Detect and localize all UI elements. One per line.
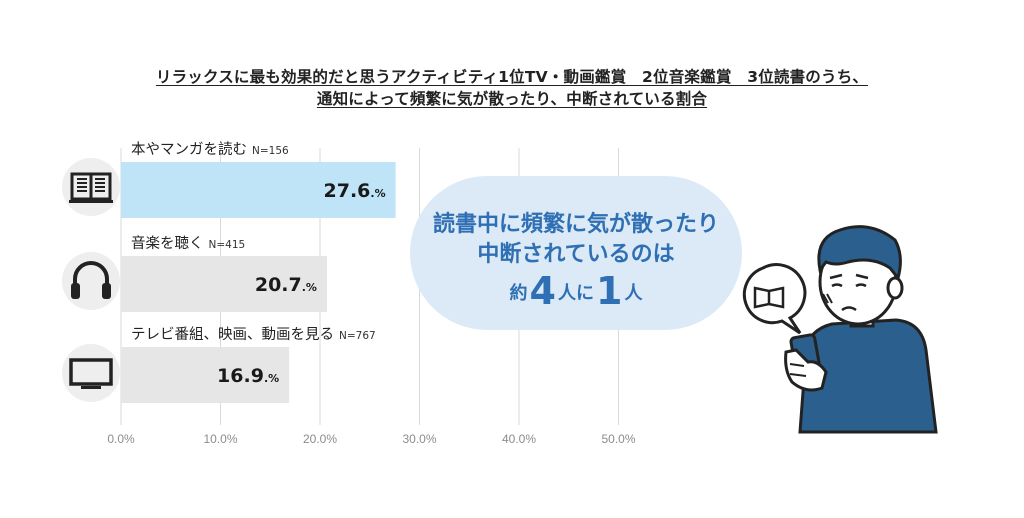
category-label: テレビ番組、映画、動画を見る N=767 bbox=[131, 326, 376, 343]
category-icons bbox=[62, 158, 120, 402]
category-label: 音楽を聴く N=415 bbox=[131, 235, 245, 252]
bars: 本やマンガを読む N=156 27.6.% 音楽を聴く N=415 20.7.% テレビ番組… bbox=[121, 141, 396, 403]
callout-num2: 1 bbox=[596, 269, 623, 313]
x-tick-label: 10.0% bbox=[203, 432, 237, 446]
headphones-icon bbox=[62, 252, 120, 310]
x-tick-label: 20.0% bbox=[303, 432, 337, 446]
value-label: 20.7.% bbox=[255, 274, 317, 296]
x-tick-label: 30.0% bbox=[402, 432, 436, 446]
x-tick-label: 0.0% bbox=[107, 432, 135, 446]
bar bbox=[121, 162, 396, 218]
callout-line-3: 約4 人に1 人 bbox=[410, 269, 742, 313]
callout-line-2: 中断されているのは bbox=[477, 242, 675, 267]
bar bbox=[121, 347, 290, 403]
value-label: 16.9.% bbox=[217, 365, 279, 387]
tv-icon bbox=[62, 344, 120, 402]
person-reading-phone-icon bbox=[742, 225, 938, 434]
callout-mid: 人に bbox=[558, 283, 594, 304]
callout-post: 人 bbox=[624, 283, 643, 304]
book-icon bbox=[62, 158, 120, 216]
title-line-1: リラックスに最も効果的だと思うアクティビティ1位TV・動画鑑賞 2位音楽鑑賞 3… bbox=[155, 68, 869, 86]
x-axis-ticks: 0.0% 10.0% 20.0% 30.0% 40.0% 50.0% bbox=[107, 432, 636, 446]
title-line-2: 通知によって頻繁に気が散ったり、中断されている割合 bbox=[316, 90, 708, 108]
callout-bubble: 読書中に頻繁に気が散ったり 中断されているのは 約4 人に1 人 bbox=[410, 176, 742, 330]
category-label: 本やマンガを読む N=156 bbox=[131, 141, 289, 158]
value-label: 27.6.% bbox=[324, 180, 386, 202]
x-tick-label: 40.0% bbox=[502, 432, 536, 446]
chart-title: リラックスに最も効果的だと思うアクティビティ1位TV・動画鑑賞 2位音楽鑑賞 3… bbox=[0, 66, 1024, 110]
callout-pre: 約 bbox=[509, 283, 528, 304]
callout-line-1: 読書中に頻繁に気が散ったり bbox=[432, 212, 719, 237]
callout-num1: 4 bbox=[529, 269, 556, 313]
x-tick-label: 50.0% bbox=[601, 432, 635, 446]
bar bbox=[121, 256, 327, 312]
